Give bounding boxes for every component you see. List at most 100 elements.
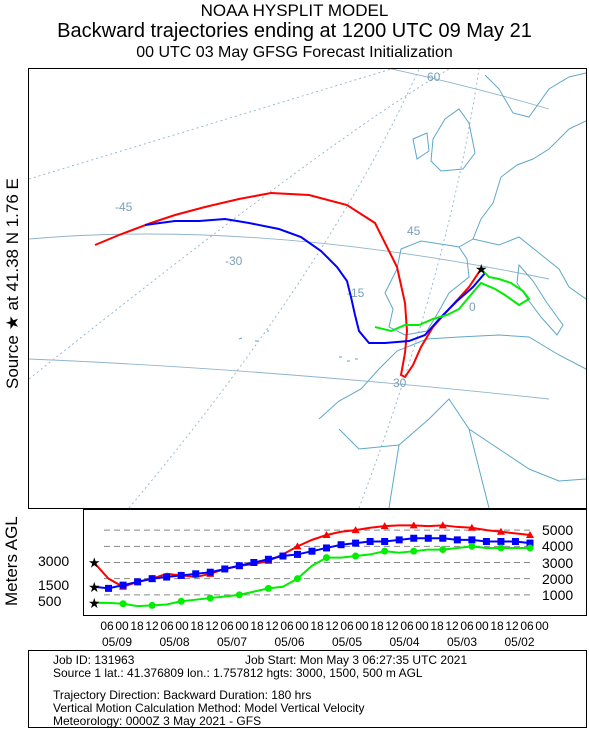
longitude-line-minus30 bbox=[29, 69, 450, 380]
hour-tick-27: 12 bbox=[505, 619, 519, 633]
land-outlines bbox=[238, 72, 586, 508]
point-1500-12 bbox=[264, 555, 272, 563]
source-star: ★ bbox=[475, 261, 488, 277]
svg-text:★: ★ bbox=[475, 261, 488, 277]
date-tick-05/04: 05/04 bbox=[389, 635, 419, 649]
point-500-26 bbox=[468, 542, 476, 550]
iberia-coast bbox=[384, 240, 470, 336]
hour-tick-20: 06 bbox=[400, 619, 414, 633]
right-tick-3000: 3000 bbox=[542, 554, 574, 571]
hour-tick-7: 12 bbox=[205, 619, 219, 633]
height-chart: ★★★ bbox=[88, 521, 534, 611]
point-1500-14 bbox=[293, 550, 301, 558]
point-3000-24 bbox=[438, 521, 447, 529]
lon-label-minus45: -45 bbox=[115, 200, 133, 214]
hour-tick-0: 06 bbox=[100, 619, 114, 633]
trajectory-3000m bbox=[94, 191, 482, 379]
point-500-8 bbox=[206, 594, 214, 602]
date-tick-05/08: 05/08 bbox=[159, 635, 189, 649]
britain-coast bbox=[430, 108, 476, 172]
y-axis-label: Meters AGL bbox=[2, 516, 21, 606]
point-1500-10 bbox=[235, 562, 243, 570]
point-500-28 bbox=[497, 544, 505, 552]
point-500-24 bbox=[439, 546, 447, 554]
hour-tick-28: 06 bbox=[520, 619, 534, 633]
hour-tick-18: 18 bbox=[370, 619, 384, 633]
point-1500-21 bbox=[395, 536, 403, 544]
point-1500-30 bbox=[526, 539, 534, 547]
point-1500-26 bbox=[468, 536, 476, 544]
azores bbox=[238, 330, 269, 342]
hour-tick-9: 00 bbox=[235, 619, 249, 633]
footer: Job ID: 131963 Job Start: Mon May 3 06:2… bbox=[28, 650, 587, 728]
date-tick-05/09: 05/09 bbox=[102, 635, 132, 649]
point-500-2 bbox=[119, 600, 127, 608]
series-line-1500 bbox=[93, 537, 531, 590]
left-tick-500: 500 bbox=[38, 592, 62, 609]
hour-tick-6: 18 bbox=[190, 619, 204, 633]
lat-label-30: 30 bbox=[393, 376, 407, 390]
trajectory-direction: Trajectory Direction: Backward Duration:… bbox=[53, 688, 312, 702]
latitude-line-30 bbox=[29, 358, 550, 400]
hour-tick-25: 00 bbox=[475, 619, 489, 633]
right-tick-5000: 5000 bbox=[542, 522, 574, 539]
hour-tick-13: 00 bbox=[295, 619, 309, 633]
point-1500-5 bbox=[163, 573, 171, 581]
time-axis: 06 00 18 12 06 00 18 12 06 00 18 12 06 00 18 12 06 00 18 12… bbox=[83, 616, 587, 650]
chart-title: Backward trajectories ending at 1200 UTC… bbox=[57, 20, 532, 42]
start-star-500: ★ bbox=[88, 595, 101, 611]
hour-tick-22: 18 bbox=[430, 619, 444, 633]
hour-tick-24: 06 bbox=[460, 619, 474, 633]
meteorology: Meteorology: 0000Z 3 May 2021 - GFS bbox=[53, 714, 262, 728]
right-tick-1000: 1000 bbox=[542, 586, 574, 603]
hour-tick-19: 12 bbox=[385, 619, 399, 633]
point-3000-16 bbox=[322, 531, 331, 539]
latitude-line-45 bbox=[29, 233, 550, 280]
point-500-10 bbox=[235, 591, 243, 599]
trajectory-1500m bbox=[144, 217, 486, 344]
lon-label-0: 0 bbox=[469, 300, 476, 314]
lat-label-60: 60 bbox=[427, 70, 441, 84]
africa-coast bbox=[318, 334, 586, 420]
ireland-coast bbox=[412, 132, 430, 160]
point-500-22 bbox=[410, 547, 418, 555]
source-info: Source 1 lat.: 41.376809 lon.: 1.757812 … bbox=[53, 666, 423, 680]
vertical-profile-panel: ★ ★ ★ bbox=[83, 509, 587, 616]
hour-tick-14: 18 bbox=[310, 619, 324, 633]
hour-tick-8: 06 bbox=[220, 619, 234, 633]
hour-tick-17: 00 bbox=[355, 619, 369, 633]
lat-label-45: 45 bbox=[407, 224, 421, 238]
longitude-line-minus45 bbox=[29, 69, 393, 180]
vertical-motion-method: Vertical Motion Calculation Method: Mode… bbox=[53, 701, 365, 715]
date-tick-05/06: 05/06 bbox=[274, 635, 304, 649]
hour-tick-4: 06 bbox=[160, 619, 174, 633]
point-1500-20 bbox=[381, 537, 389, 545]
hour-tick-10: 18 bbox=[250, 619, 264, 633]
canary-islands bbox=[339, 356, 358, 362]
scandinavia-coast bbox=[484, 72, 586, 118]
point-1500-27 bbox=[482, 537, 490, 545]
italy-coast bbox=[516, 263, 564, 336]
point-500-12 bbox=[264, 584, 272, 592]
europe-coast bbox=[458, 120, 586, 300]
lon-label-minus30: -30 bbox=[225, 254, 243, 268]
point-1500-28 bbox=[497, 537, 505, 545]
point-3000-14 bbox=[293, 542, 302, 550]
right-tick-4000: 4000 bbox=[542, 538, 574, 555]
africa-borders bbox=[338, 398, 586, 508]
hour-tick-1: 00 bbox=[115, 619, 129, 633]
longitude-line-minus15 bbox=[128, 69, 420, 508]
trajectory-map: 60 45 30 -45 -30 -15 0 ★ bbox=[29, 69, 586, 508]
point-1500-8 bbox=[206, 568, 214, 576]
point-1500-3 bbox=[134, 578, 142, 586]
date-tick-05/05: 05/05 bbox=[332, 635, 362, 649]
source-location-label: Source ★ at 41.38 N 1.76 E bbox=[3, 178, 22, 389]
point-500-4 bbox=[148, 601, 156, 609]
chart-subtitle: 00 UTC 03 May GFSG Forecast Initializati… bbox=[136, 44, 453, 61]
series-line-500 bbox=[94, 545, 530, 608]
job-start: Job Start: Mon May 3 06:27:35 UTC 2021 bbox=[245, 653, 468, 667]
hour-tick-26: 18 bbox=[490, 619, 504, 633]
map-panel: 60 45 30 -45 -30 -15 0 ★ Source ★ at 41.… bbox=[3, 68, 587, 509]
point-1500-7 bbox=[192, 570, 200, 578]
point-500-6 bbox=[177, 597, 185, 605]
